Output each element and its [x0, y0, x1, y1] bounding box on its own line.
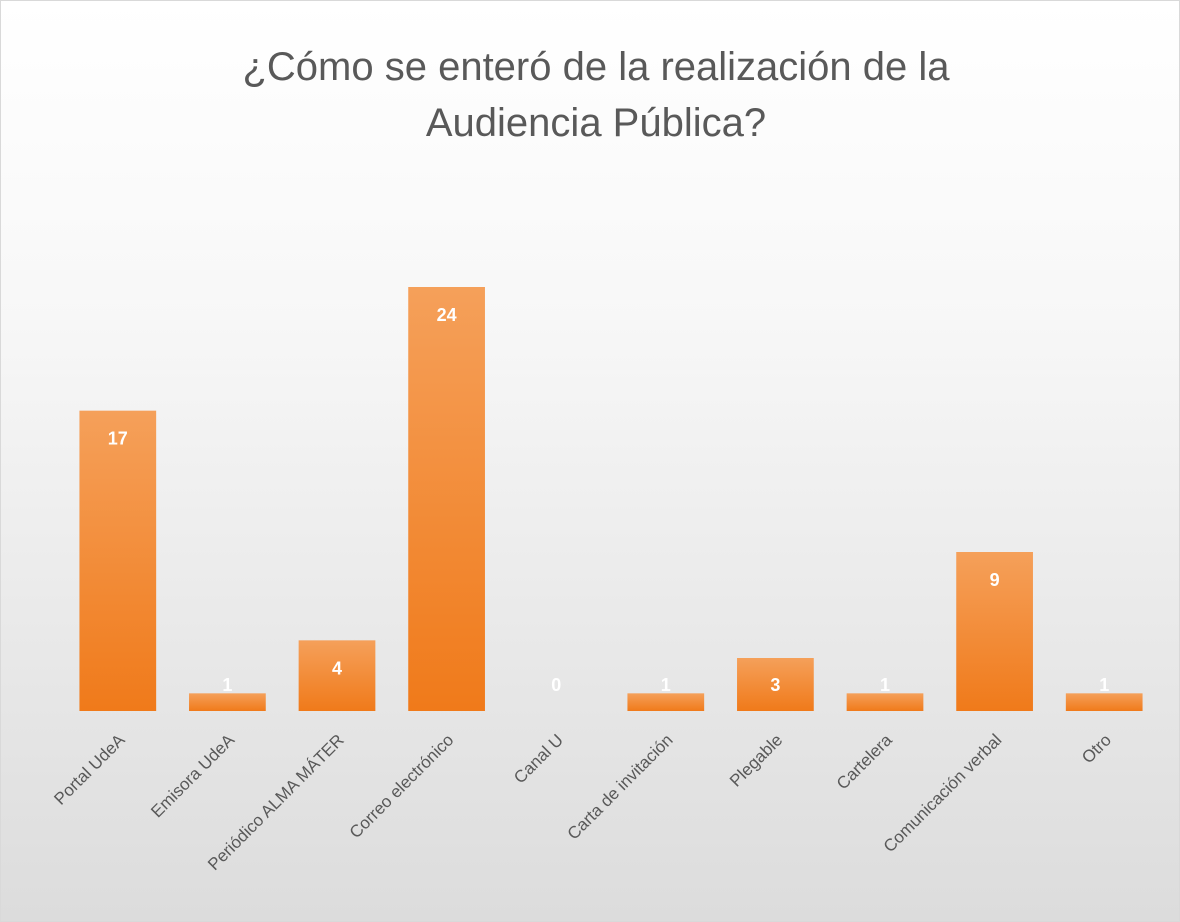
bar: [79, 410, 157, 711]
bar: [1065, 693, 1143, 711]
x-tick-label: Plegable: [726, 730, 786, 790]
x-tick-label: Comunicación verbal: [880, 730, 1006, 856]
value-label: 1: [1099, 675, 1109, 695]
value-label: 9: [990, 570, 1000, 590]
bar: [189, 693, 266, 711]
value-label: 0: [551, 675, 561, 695]
x-tick-label: Canal U: [510, 730, 567, 787]
bar: [408, 287, 485, 711]
value-label: 3: [770, 675, 780, 695]
bar: [956, 552, 1033, 711]
bar: [737, 658, 814, 711]
x-tick-label: Emisora UdeA: [147, 730, 238, 821]
value-label: 4: [332, 658, 342, 678]
x-tick-label: Portal UdeA: [50, 730, 129, 809]
x-tick-label: Cartelera: [833, 730, 896, 793]
x-tick-label: Otro: [1078, 730, 1115, 767]
value-label: 1: [222, 675, 232, 695]
x-tick-label: Correo electrónico: [346, 730, 458, 842]
value-label: 1: [661, 675, 671, 695]
chart-title: ¿Cómo se enteró de la realización de la …: [242, 45, 950, 145]
value-label: 24: [437, 305, 457, 325]
value-label: 17: [108, 429, 128, 449]
bar: [627, 693, 705, 711]
bar: [298, 640, 376, 711]
x-tick-label: Carta de invitación: [564, 730, 677, 843]
bar: [846, 693, 924, 711]
value-label: 1: [880, 675, 890, 695]
